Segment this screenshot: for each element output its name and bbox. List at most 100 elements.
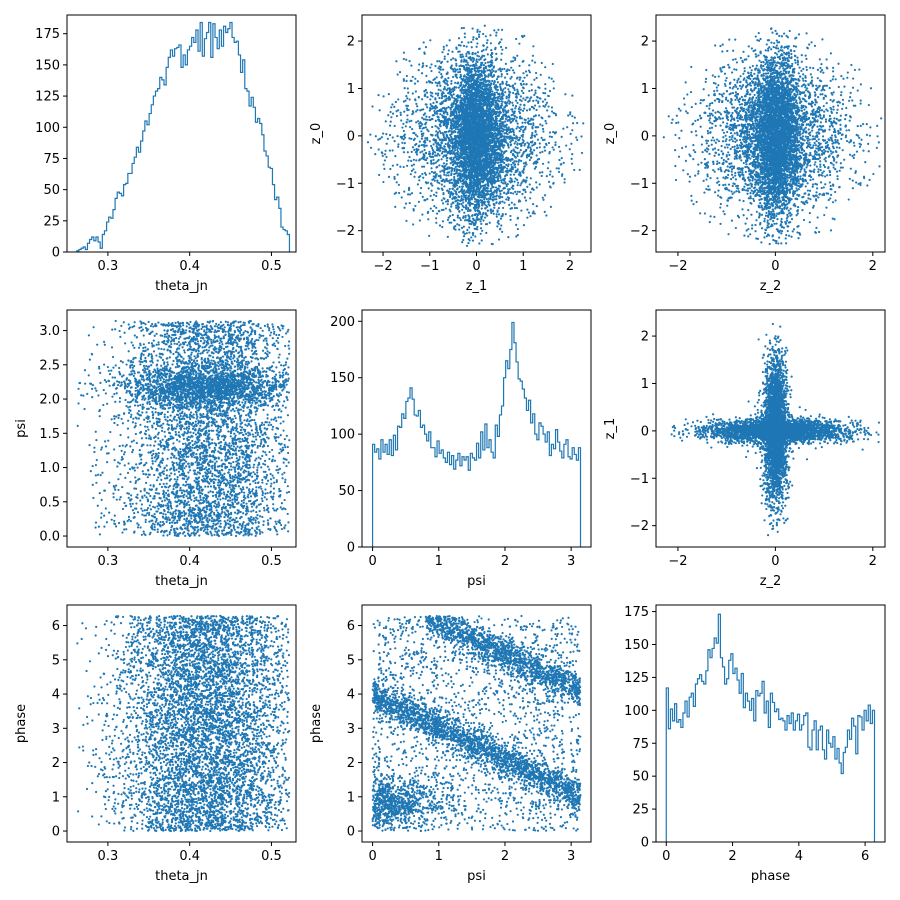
scatter-point bbox=[462, 215, 465, 218]
scatter-point bbox=[536, 138, 540, 141]
scatter-point bbox=[519, 108, 522, 111]
scatter-point bbox=[478, 35, 481, 39]
scatter-point bbox=[462, 238, 465, 242]
scatter-point bbox=[496, 88, 499, 91]
scatter-point bbox=[547, 161, 550, 164]
scatter-point bbox=[484, 223, 488, 226]
scatter-point bbox=[539, 151, 542, 154]
scatter-point bbox=[533, 167, 537, 170]
scatter-point bbox=[492, 156, 496, 159]
scatter-point bbox=[491, 61, 494, 64]
scatter-point bbox=[486, 129, 490, 132]
scatter-point bbox=[432, 101, 435, 105]
scatter-point bbox=[396, 173, 399, 176]
scatter-point bbox=[510, 66, 513, 69]
scatter-point bbox=[508, 90, 511, 93]
scatter-point bbox=[504, 46, 508, 49]
scatter-point bbox=[388, 149, 391, 152]
scatter-point bbox=[496, 125, 500, 128]
scatter-point bbox=[407, 159, 410, 162]
scatter-point bbox=[511, 104, 515, 107]
scatter-point bbox=[494, 105, 497, 109]
scatter-point bbox=[436, 60, 439, 63]
scatter-point bbox=[518, 106, 521, 109]
scatter-point bbox=[497, 238, 501, 241]
scatter-point bbox=[492, 212, 495, 215]
scatter-point bbox=[450, 88, 453, 91]
scatter-point bbox=[490, 128, 494, 131]
scatter-point bbox=[576, 121, 579, 125]
scatter-point bbox=[471, 64, 474, 67]
scatter-point bbox=[484, 61, 487, 65]
scatter-point bbox=[505, 198, 508, 201]
scatter-point bbox=[570, 157, 573, 160]
scatter-point bbox=[447, 76, 450, 80]
scatter-point bbox=[456, 165, 459, 168]
scatter-point bbox=[457, 37, 461, 40]
scatter-point bbox=[384, 153, 387, 156]
scatter-point bbox=[480, 61, 483, 65]
scatter-point bbox=[538, 97, 542, 100]
scatter-point bbox=[442, 112, 446, 115]
scatter-point bbox=[462, 225, 465, 228]
scatter-point bbox=[410, 119, 413, 122]
scatter-point bbox=[428, 150, 431, 153]
scatter-point bbox=[523, 165, 526, 168]
scatter-point bbox=[468, 178, 471, 182]
scatter-point bbox=[544, 87, 547, 90]
scatter-point bbox=[501, 213, 504, 216]
scatter-point bbox=[431, 117, 434, 121]
scatter-point bbox=[434, 161, 437, 164]
scatter-point bbox=[472, 174, 475, 177]
scatter-point bbox=[524, 125, 527, 129]
scatter-point bbox=[457, 50, 460, 53]
scatter-point bbox=[421, 165, 424, 168]
scatter-point bbox=[515, 127, 518, 130]
scatter-point bbox=[542, 91, 545, 95]
scatter-point bbox=[449, 106, 452, 110]
scatter-point bbox=[540, 174, 543, 178]
scatter-point bbox=[511, 184, 514, 187]
scatter-point bbox=[452, 196, 455, 199]
scatter-point bbox=[448, 208, 451, 211]
scatter-point bbox=[482, 32, 485, 36]
scatter-point bbox=[500, 189, 503, 192]
scatter-point bbox=[438, 60, 441, 63]
scatter-point bbox=[448, 39, 451, 42]
scatter-point bbox=[437, 158, 440, 162]
scatter-point bbox=[466, 228, 469, 232]
scatter-point bbox=[479, 232, 482, 235]
scatter-point bbox=[528, 153, 531, 156]
scatter-point bbox=[483, 184, 486, 187]
scatter-point bbox=[393, 177, 396, 180]
scatter-point bbox=[569, 132, 572, 136]
scatter-point bbox=[502, 182, 505, 185]
scatter-point bbox=[484, 207, 487, 210]
scatter-point bbox=[541, 162, 545, 165]
scatter-point bbox=[438, 108, 441, 112]
scatter-point bbox=[443, 136, 446, 139]
scatter-point bbox=[499, 139, 502, 143]
scatter-point bbox=[501, 155, 504, 158]
scatter-point bbox=[485, 204, 488, 207]
scatter-point bbox=[446, 60, 449, 63]
scatter-point bbox=[513, 111, 516, 114]
scatter-point bbox=[457, 106, 460, 109]
scatter-point bbox=[472, 36, 475, 39]
scatter-point bbox=[522, 129, 525, 132]
scatter-point bbox=[535, 154, 538, 157]
scatter-point bbox=[412, 223, 415, 226]
scatter-point bbox=[527, 211, 531, 214]
scatter-point bbox=[387, 93, 390, 96]
scatter-point bbox=[520, 134, 523, 137]
scatter-point bbox=[405, 94, 408, 98]
scatter-point bbox=[472, 58, 475, 62]
scatter-point bbox=[516, 154, 519, 158]
scatter-point bbox=[499, 148, 502, 151]
scatter-point bbox=[482, 219, 485, 222]
scatter-point bbox=[438, 224, 442, 227]
scatter-point bbox=[432, 162, 435, 165]
scatter-point bbox=[469, 190, 472, 194]
scatter-point bbox=[459, 172, 462, 175]
scatter-point bbox=[509, 77, 512, 80]
